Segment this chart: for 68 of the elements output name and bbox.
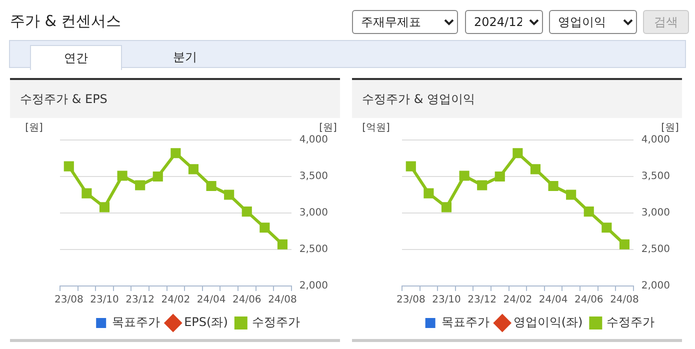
point bbox=[117, 170, 128, 181]
point bbox=[530, 164, 541, 174]
point bbox=[277, 239, 288, 250]
y2-tick-label: 2,500 bbox=[641, 244, 670, 256]
point bbox=[584, 206, 594, 217]
x-tick-label: 24/04 bbox=[538, 294, 568, 306]
point bbox=[494, 171, 505, 182]
text: 영업이익 bbox=[549, 10, 637, 34]
point bbox=[206, 180, 216, 192]
x-tick-label: 24/06 bbox=[574, 294, 604, 306]
point bbox=[99, 202, 110, 212]
y2-tick-label: 4,000 bbox=[641, 134, 670, 146]
text: 주가 & 컨센서스 bbox=[10, 12, 122, 31]
y2-tick-label: 3,000 bbox=[299, 208, 328, 219]
y2-axis-title: [원] bbox=[661, 122, 679, 134]
x-tick-label: 24/04 bbox=[196, 294, 226, 306]
point bbox=[242, 206, 252, 217]
y2-tick-label: 2,500 bbox=[299, 244, 328, 256]
text: 분기 bbox=[172, 49, 198, 66]
legend-label: 목표주가 bbox=[112, 315, 160, 330]
point bbox=[548, 180, 558, 192]
point bbox=[170, 148, 181, 158]
x-tick-label: 23/10 bbox=[90, 294, 119, 306]
chart-title: 수정주가 & EPS bbox=[10, 80, 340, 118]
legend-label: 수정주가 bbox=[252, 315, 300, 330]
legend-label: 수정주가 bbox=[606, 315, 655, 330]
point bbox=[477, 180, 488, 190]
point bbox=[619, 239, 630, 250]
x-tick-label: 24/02 bbox=[161, 294, 190, 306]
x-tick-label: 24/08 bbox=[268, 294, 297, 306]
text: 연간 bbox=[30, 45, 122, 70]
y2-tick-label: 3,500 bbox=[299, 171, 328, 182]
x-tick-label: 23/12 bbox=[126, 294, 155, 306]
y2-axis-title: [원] bbox=[319, 122, 337, 134]
point bbox=[566, 190, 576, 200]
legend-label: 목표주가 bbox=[441, 315, 490, 330]
y-axis-title: [억원] bbox=[362, 122, 390, 134]
point bbox=[135, 180, 146, 190]
point bbox=[152, 171, 163, 182]
legend-label: 영업이익(좌) bbox=[513, 315, 583, 330]
x-tick-label: 24/06 bbox=[232, 294, 262, 306]
point bbox=[512, 148, 523, 158]
point bbox=[82, 188, 92, 198]
x-tick-label: 23/08 bbox=[54, 294, 84, 306]
y2-tick-label: 3,000 bbox=[641, 208, 670, 219]
point bbox=[406, 161, 416, 172]
point bbox=[459, 170, 470, 181]
chart-title: 수정주가 & 영업이익 bbox=[352, 80, 682, 118]
x-tick-label: 23/10 bbox=[432, 294, 461, 306]
x-tick-label: 24/08 bbox=[610, 294, 639, 306]
legend-label: EPS(좌) bbox=[184, 315, 228, 330]
y2-tick-label: 3,500 bbox=[641, 171, 670, 182]
point bbox=[602, 222, 612, 233]
point bbox=[424, 188, 434, 198]
y2-tick-label: 2,000 bbox=[299, 280, 328, 292]
point bbox=[64, 161, 74, 172]
point bbox=[441, 202, 452, 212]
text: 검색 bbox=[643, 10, 689, 34]
y2-tick-label: 4,000 bbox=[299, 134, 328, 146]
x-tick-label: 23/08 bbox=[396, 294, 426, 306]
x-tick-label: 23/12 bbox=[468, 294, 497, 306]
y2-tick-label: 2,000 bbox=[641, 280, 670, 292]
point bbox=[188, 164, 199, 174]
y-axis-title: [원] bbox=[25, 122, 43, 134]
x-tick-label: 24/02 bbox=[503, 294, 532, 306]
point bbox=[224, 190, 234, 200]
text: 주재무제표 bbox=[352, 10, 458, 34]
point bbox=[260, 222, 270, 233]
